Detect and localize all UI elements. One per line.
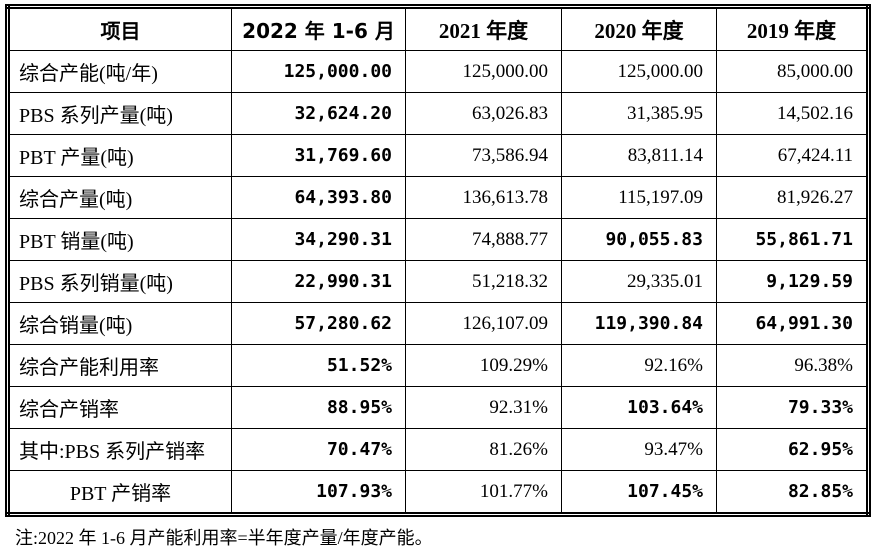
table-row: PBS 系列产量(吨) 32,624.20 63,026.83 31,385.95 14… <box>7 92 869 135</box>
value-cell: 79.33% <box>716 386 869 429</box>
value-cell: 96.38% <box>716 344 869 387</box>
value-cell: 82.85% <box>716 470 869 515</box>
row-label: PBS 系列产量(吨) <box>7 92 232 135</box>
value-cell: 32,624.20 <box>231 92 406 135</box>
value-cell: 125,000.00 <box>405 50 562 93</box>
value-cell: 103.64% <box>561 386 717 429</box>
value-cell: 88.95% <box>231 386 406 429</box>
table-row: PBT 销量(吨) 34,290.31 74,888.77 90,055.83 55,8… <box>7 218 869 261</box>
table-row: PBT 产销率 107.93% 101.77% 107.45% 82.85% <box>7 470 869 515</box>
value-cell: 67,424.11 <box>716 134 869 177</box>
value-cell: 83,811.14 <box>561 134 717 177</box>
row-label: 其中:PBS 系列产销率 <box>7 428 232 471</box>
value-cell: 90,055.83 <box>561 218 717 261</box>
row-label: 综合产能利用率 <box>7 344 232 387</box>
value-cell: 29,335.01 <box>561 260 717 303</box>
value-cell: 73,586.94 <box>405 134 562 177</box>
value-cell: 107.93% <box>231 470 406 515</box>
row-label: 综合产能(吨/年) <box>7 50 232 93</box>
row-label: PBS 系列销量(吨) <box>7 260 232 303</box>
value-cell: 31,769.60 <box>231 134 406 177</box>
table-row: PBS 系列销量(吨) 22,990.31 51,218.32 29,335.01 9,… <box>7 260 869 303</box>
row-label: 综合销量(吨) <box>7 302 232 345</box>
production-capacity-table: 项目 2022 年 1-6 月 2021 年度 2020 年度 2019 年度 综合产能… <box>5 4 871 517</box>
table-row: 综合产销率 88.95% 92.31% 103.64% 79.33% <box>7 386 869 429</box>
value-cell: 64,991.30 <box>716 302 869 345</box>
value-cell: 74,888.77 <box>405 218 562 261</box>
value-cell: 107.45% <box>561 470 717 515</box>
table-row: 其中:PBS 系列产销率 70.47% 81.26% 93.47% 62.95% <box>7 428 869 471</box>
value-cell: 125,000.00 <box>561 50 717 93</box>
value-cell: 92.16% <box>561 344 717 387</box>
value-cell: 63,026.83 <box>405 92 562 135</box>
value-cell: 119,390.84 <box>561 302 717 345</box>
row-label: 综合产销率 <box>7 386 232 429</box>
header-cell: 2022 年 1-6 月 <box>231 6 406 51</box>
value-cell: 64,393.80 <box>231 176 406 219</box>
value-cell: 85,000.00 <box>716 50 869 93</box>
row-label: PBT 销量(吨) <box>7 218 232 261</box>
value-cell: 115,197.09 <box>561 176 717 219</box>
value-cell: 31,385.95 <box>561 92 717 135</box>
value-cell: 70.47% <box>231 428 406 471</box>
value-cell: 9,129.59 <box>716 260 869 303</box>
footnote: 注:2022 年 1-6 月产能利用率=半年度产量/年度产能。 <box>15 528 433 548</box>
header-cell: 2019 年度 <box>716 6 869 51</box>
table-row: PBT 产量(吨) 31,769.60 73,586.94 83,811.14 67,4… <box>7 134 869 177</box>
value-cell: 51,218.32 <box>405 260 562 303</box>
header-cell: 项目 <box>7 6 232 51</box>
row-label: PBT 产销率 <box>7 470 232 515</box>
value-cell: 51.52% <box>231 344 406 387</box>
value-cell: 22,990.31 <box>231 260 406 303</box>
row-label: 综合产量(吨) <box>7 176 232 219</box>
header-cell: 2021 年度 <box>405 6 562 51</box>
header-row: 项目 2022 年 1-6 月 2021 年度 2020 年度 2019 年度 <box>7 6 869 51</box>
value-cell: 81,926.27 <box>716 176 869 219</box>
value-cell: 34,290.31 <box>231 218 406 261</box>
value-cell: 101.77% <box>405 470 562 515</box>
row-label: PBT 产量(吨) <box>7 134 232 177</box>
table-row: 综合产量(吨) 64,393.80 136,613.78 115,197.09 81,9… <box>7 176 869 219</box>
value-cell: 109.29% <box>405 344 562 387</box>
value-cell: 125,000.00 <box>231 50 406 93</box>
value-cell: 55,861.71 <box>716 218 869 261</box>
value-cell: 81.26% <box>405 428 562 471</box>
value-cell: 57,280.62 <box>231 302 406 345</box>
table-row: 综合产能利用率 51.52% 109.29% 92.16% 96.38% <box>7 344 869 387</box>
value-cell: 14,502.16 <box>716 92 869 135</box>
value-cell: 126,107.09 <box>405 302 562 345</box>
table-row: 综合产能(吨/年) 125,000.00 125,000.00 125,000.00 8… <box>7 50 869 93</box>
value-cell: 93.47% <box>561 428 717 471</box>
header-cell: 2020 年度 <box>561 6 717 51</box>
value-cell: 62.95% <box>716 428 869 471</box>
value-cell: 92.31% <box>405 386 562 429</box>
table-row: 综合销量(吨) 57,280.62 126,107.09 119,390.84 64,9… <box>7 302 869 345</box>
value-cell: 136,613.78 <box>405 176 562 219</box>
table-body: 综合产能(吨/年) 125,000.00 125,000.00 125,000.00 8… <box>7 50 869 515</box>
